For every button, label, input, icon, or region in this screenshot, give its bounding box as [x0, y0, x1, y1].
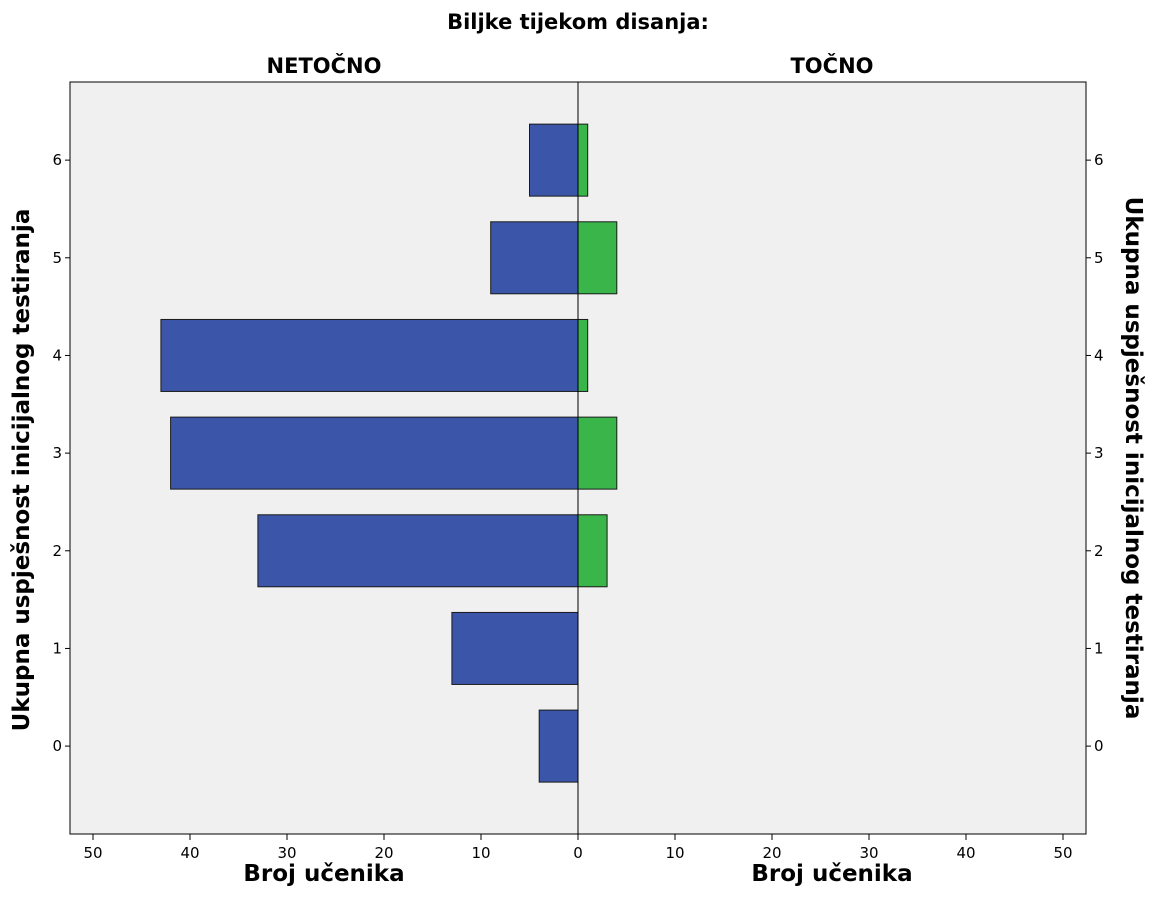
y-tick-label-right-1: 1: [1094, 639, 1104, 657]
bar-netocno-6: [529, 123, 579, 197]
ticks-layer: 0 0 1 1 2 2 3 3 4 4 5 5 6 6 50 40 30 20 10 0 10 20 30 40 50: [52, 151, 1103, 862]
y-tick-label-left-1: 1: [52, 639, 62, 657]
bar-tocno-6: [577, 123, 589, 197]
x-tick-label-0: 50: [83, 844, 102, 862]
x-tick-label-5: 0: [573, 844, 583, 862]
x-tick-label-2: 30: [277, 844, 296, 862]
y-axis-title-left: Ukupna uspješnost inicijalnog testiranja: [9, 209, 35, 732]
y-tick-label-right-5: 5: [1094, 249, 1104, 267]
x-tick-label-10: 50: [1053, 844, 1072, 862]
bar-netocno-1: [451, 611, 579, 685]
x-tick-label-9: 40: [956, 844, 975, 862]
y-tick-label-right-3: 3: [1094, 444, 1104, 462]
y-tick-label-right-2: 2: [1094, 542, 1104, 560]
x-tick-label-3: 20: [374, 844, 393, 862]
x-tick-label-6: 10: [665, 844, 684, 862]
bar-netocno-5: [490, 221, 579, 295]
bar-tocno-2: [577, 514, 608, 588]
bar-netocno-3: [170, 416, 579, 490]
y-tick-label-left-4: 4: [52, 346, 62, 364]
bars-layer: [160, 123, 618, 783]
y-tick-label-left-5: 5: [52, 249, 62, 267]
bar-tocno-5: [577, 221, 618, 295]
x-axis-title-left: Broj učenika: [243, 861, 404, 887]
x-tick-label-8: 30: [859, 844, 878, 862]
y-tick-label-left-0: 0: [52, 737, 62, 755]
bar-tocno-3: [577, 416, 618, 490]
panel-label-netocno: NETOČNO: [267, 53, 382, 78]
y-tick-label-right-4: 4: [1094, 346, 1104, 364]
y-tick-label-left-6: 6: [52, 151, 62, 169]
chart-title: Biljke tijekom disanja:: [447, 10, 709, 34]
y-tick-label-left-3: 3: [52, 444, 62, 462]
x-tick-label-4: 10: [471, 844, 490, 862]
bar-netocno-4: [160, 318, 579, 392]
x-tick-label-1: 40: [180, 844, 199, 862]
y-tick-label-left-2: 2: [52, 542, 62, 560]
bar-tocno-4: [577, 318, 589, 392]
x-axis-title-right: Broj učenika: [751, 861, 912, 887]
bar-netocno-0: [538, 709, 579, 783]
y-tick-label-right-6: 6: [1094, 151, 1104, 169]
bar-netocno-2: [257, 514, 579, 588]
y-axis-title-right: Ukupna uspješnost inicijalnog testiranja: [1120, 197, 1146, 720]
panel-label-tocno: TOČNO: [790, 53, 873, 78]
x-tick-label-7: 20: [762, 844, 781, 862]
y-tick-label-right-0: 0: [1094, 737, 1104, 755]
